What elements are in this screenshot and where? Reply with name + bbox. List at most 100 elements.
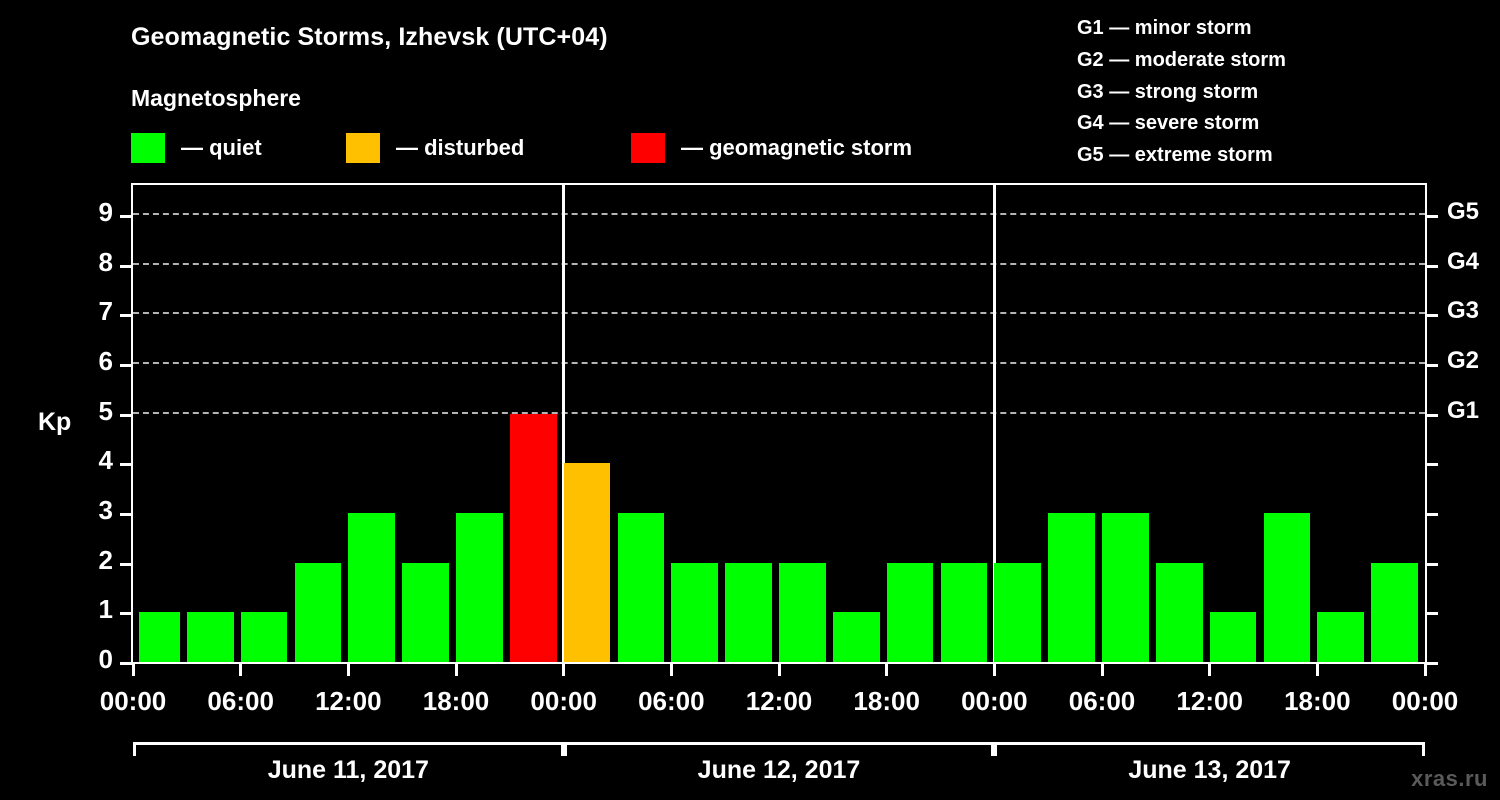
right-tick-label-G2: G2 (1447, 346, 1480, 374)
disturbed-swatch (346, 133, 380, 163)
y-tick-label-3: 3 (98, 494, 113, 525)
bar (1155, 562, 1203, 662)
gridline-kp-8 (133, 262, 1425, 265)
plot-area (131, 183, 1427, 664)
g-scale-line-3: G3 — strong storm (1077, 80, 1259, 103)
legend-item-1: — disturbed (346, 133, 524, 165)
x-tick-label-1: 06:00 (207, 686, 274, 716)
g-scale-legend: G1 — minor storm G2 — moderate storm G3 — … (1077, 13, 1286, 172)
right-tick-mark-kp-4 (1426, 463, 1438, 467)
y-tick-label-2: 2 (98, 544, 113, 575)
right-tick-mark-G5 (1426, 214, 1438, 218)
x-tick-mark-5 (669, 662, 673, 676)
quiet-swatch (131, 133, 165, 163)
gridline-kp-7 (133, 312, 1425, 315)
right-tick-mark-G4 (1426, 264, 1438, 268)
y-tick-mark-4 (120, 463, 132, 467)
y-tick-label-7: 7 (98, 296, 113, 327)
right-tick-mark-G1 (1426, 413, 1438, 417)
bar (940, 562, 988, 662)
gridline-kp-5 (133, 411, 1425, 414)
g-scale-line-2: G2 — moderate storm (1077, 48, 1286, 71)
bar (139, 612, 180, 662)
x-tick-label-7: 18:00 (853, 686, 920, 716)
y-tick-label-4: 4 (98, 445, 113, 476)
bar (994, 562, 1042, 662)
bar (1102, 512, 1149, 662)
right-tick-label-G4: G4 (1447, 247, 1480, 275)
y-tick-label-9: 9 (98, 196, 113, 227)
y-tick-label-5: 5 (98, 395, 113, 426)
y-tick-label-8: 8 (98, 246, 113, 277)
legend-label-2: — geomagnetic storm (681, 135, 913, 160)
x-tick-label-12: 00:00 (1391, 686, 1459, 716)
y-tick-mark-2 (120, 562, 132, 566)
x-tick-label-2: 12:00 (315, 686, 382, 716)
legend-label-1: — disturbed (396, 135, 525, 160)
bar (1048, 512, 1095, 662)
x-tick-label-8: 00:00 (961, 686, 1028, 716)
x-tick-label-11: 18:00 (1284, 686, 1351, 716)
y-tick-mark-3 (120, 512, 132, 516)
x-tick-label-6: 12:00 (745, 686, 813, 716)
y-tick-label-0: 0 (98, 644, 113, 674)
g-scale-line-4: G4 — severe storm (1077, 112, 1260, 135)
day-label-2: June 12, 2017 (697, 756, 861, 784)
bar (240, 612, 288, 662)
day-divider-1 (562, 185, 566, 662)
bar (456, 512, 503, 662)
legend-item-2: — geomagnetic storm (631, 133, 912, 165)
g-scale-line-5: G5 — extreme storm (1077, 144, 1273, 167)
x-tick-mark-2 (346, 662, 350, 676)
y-tick-label-1: 1 (98, 594, 113, 625)
right-tick-label-G1: G1 (1447, 396, 1480, 424)
x-tick-mark-0 (131, 662, 135, 676)
x-tick-mark-9 (1100, 662, 1104, 676)
day-divider-2 (992, 185, 996, 662)
page-title: Geomagnetic Storms, Izhevsk (UTC+04) (131, 23, 608, 51)
day-label-1: June 11, 2017 (267, 756, 429, 784)
right-tick-label-G3: G3 (1447, 297, 1480, 325)
bar (779, 562, 826, 662)
chart-subtitle: Magnetosphere (131, 85, 301, 111)
bar (402, 562, 449, 662)
bar (1317, 612, 1365, 662)
watermark: xras.ru (1411, 766, 1488, 791)
bar (186, 612, 234, 662)
right-tick-mark-kp-2 (1426, 562, 1438, 566)
x-tick-label-5: 06:00 (638, 686, 705, 716)
bar (563, 463, 611, 662)
right-tick-mark-kp-3 (1426, 512, 1438, 516)
y-tick-mark-7 (120, 314, 132, 318)
day-bracket-3 (994, 742, 1425, 756)
bar (832, 612, 880, 662)
right-tick-mark-G2 (1426, 363, 1438, 367)
bar (725, 562, 772, 662)
gridline-kp-9 (133, 212, 1425, 215)
x-tick-label-4: 00:00 (530, 686, 597, 716)
y-tick-mark-6 (120, 363, 132, 367)
storm-swatch (631, 133, 665, 163)
x-tick-mark-6 (777, 662, 781, 676)
bar (294, 562, 342, 662)
bar (509, 413, 557, 662)
gridline-kp-6 (133, 361, 1425, 364)
bar (1209, 612, 1257, 662)
right-tick-mark-G3 (1426, 314, 1438, 318)
y-tick-mark-5 (120, 413, 132, 417)
day-bracket-1 (133, 742, 564, 756)
x-tick-mark-11 (1315, 662, 1319, 676)
right-tick-mark-kp-0 (1426, 662, 1438, 665)
day-label-3: June 13, 2017 (1128, 756, 1291, 784)
x-tick-label-3: 18:00 (422, 686, 490, 716)
y-tick-mark-8 (120, 264, 132, 268)
x-tick-mark-10 (1208, 662, 1212, 676)
x-tick-label-0: 00:00 (99, 686, 167, 716)
x-tick-mark-12 (1423, 662, 1427, 676)
x-tick-label-9: 06:00 (1068, 686, 1136, 716)
y-axis-title: Kp (38, 408, 72, 436)
y-tick-label-6: 6 (98, 345, 113, 376)
bar (671, 562, 719, 662)
y-tick-mark-1 (120, 612, 132, 616)
g-scale-line-1: G1 — minor storm (1077, 17, 1252, 39)
